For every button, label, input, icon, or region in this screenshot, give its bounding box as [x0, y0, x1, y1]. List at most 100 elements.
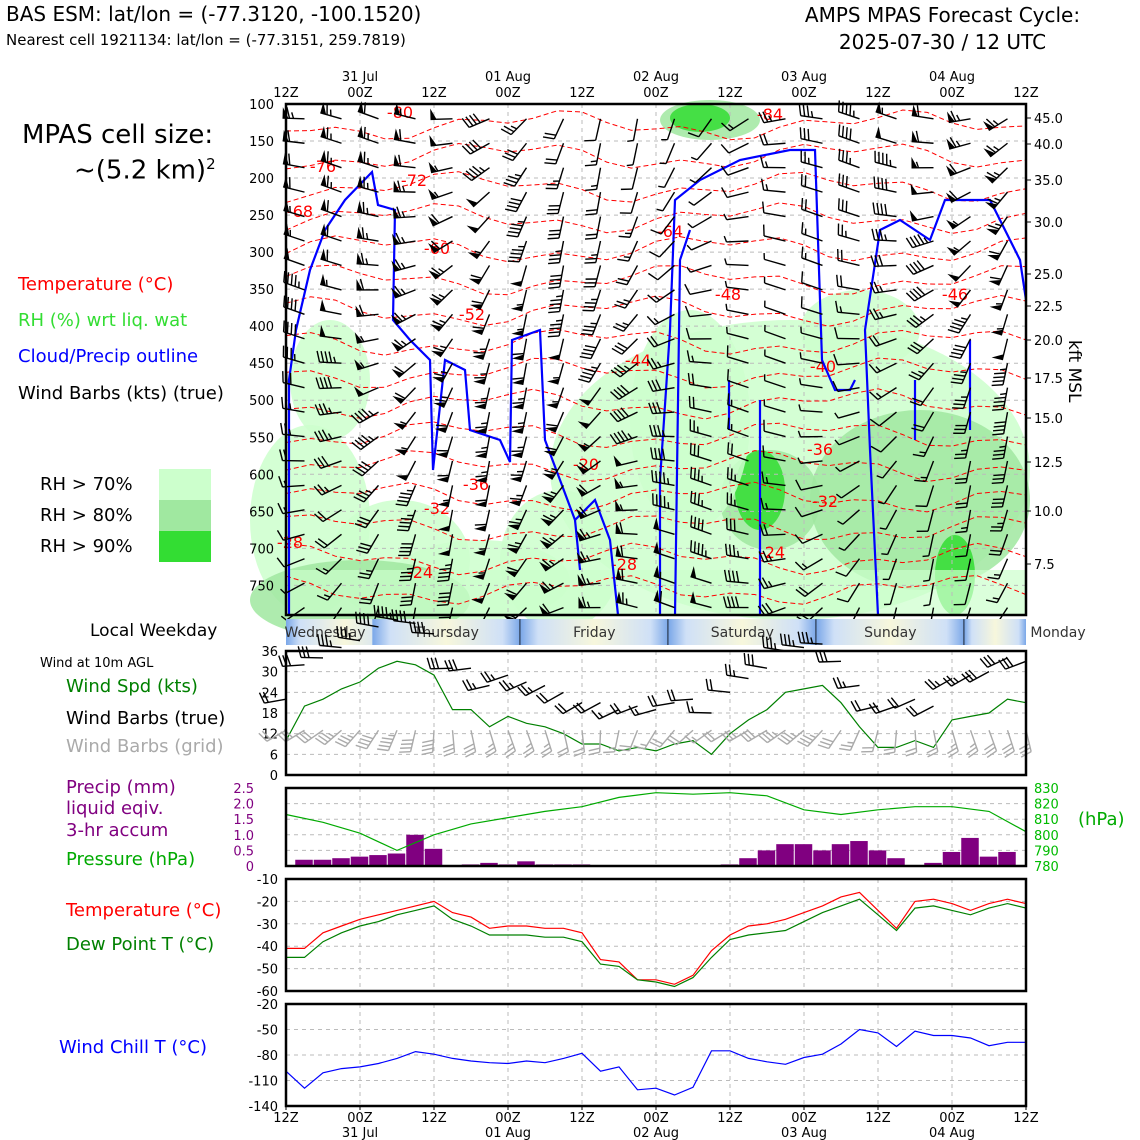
barb-flag [320, 223, 327, 236]
barb-full [647, 695, 654, 707]
barb-flag [473, 549, 486, 556]
top-date-label: 31 Jul [342, 70, 378, 85]
barb-full [693, 492, 697, 504]
barb-half [328, 407, 333, 414]
temperature-line [286, 891, 1027, 985]
upper-wind-barb [725, 517, 749, 535]
barb-half [798, 378, 802, 385]
barb-half [736, 550, 740, 558]
barb-flag [320, 150, 327, 163]
barb-full [585, 213, 597, 216]
upper-wind-barb [473, 534, 491, 556]
barb-half [400, 288, 406, 295]
precip-bar [313, 859, 332, 866]
upper-wind-barb [987, 558, 1009, 580]
barb-full [299, 732, 309, 742]
barb-half [597, 712, 604, 718]
barb-flag [319, 325, 326, 337]
barb-staff [518, 485, 528, 507]
temperature-contour-label: -44 [625, 351, 651, 370]
barb-staff [842, 509, 860, 525]
barb-full [948, 750, 959, 758]
chill-y-tick-label: -110 [248, 1075, 278, 1090]
bottom-date-label: 31 Jul [342, 1126, 378, 1140]
upper-wind-barb [576, 551, 601, 564]
barb-half [956, 114, 961, 121]
barb-full [907, 347, 918, 355]
barb-full [580, 551, 587, 562]
upper-wind-barb [313, 484, 342, 496]
barb-flag [538, 583, 550, 594]
barb-full [357, 519, 369, 526]
barb-half [915, 161, 920, 169]
upper-wind-barb [883, 582, 898, 606]
weekday-label: Friday [573, 625, 615, 641]
barb-full [548, 331, 561, 334]
precip-bar [924, 862, 942, 866]
upper-wind-barb [955, 509, 972, 534]
barb-full [437, 575, 450, 579]
barb-staff [911, 215, 934, 222]
temp-y-tick-label: -20 [257, 895, 278, 910]
barb-full [986, 750, 997, 759]
barb-full [868, 336, 877, 347]
precip-bar [998, 851, 1016, 866]
barb-full [549, 254, 561, 257]
barb-flag [437, 525, 450, 532]
barb-full [504, 746, 515, 755]
barb-full [279, 449, 284, 461]
barb-flag [578, 399, 592, 406]
barb-full [647, 294, 657, 303]
barb-full [799, 127, 802, 139]
barb-full [360, 598, 373, 601]
barb-full [841, 125, 845, 138]
barb-half [490, 674, 496, 681]
barb-full [815, 650, 820, 663]
barb-staff [801, 307, 823, 315]
barb-half [401, 236, 406, 244]
barb-half [661, 430, 666, 437]
bottom-time-tick-label: 12Z [1013, 1111, 1039, 1126]
barb-staff [631, 167, 639, 190]
wind-barb-true [815, 650, 842, 663]
upper-wind-barb [835, 484, 860, 499]
barb-full [315, 567, 327, 575]
wind-barb-grid [314, 729, 342, 746]
weekday-panel: Wednesday Thursday Friday Saturday Sunday Mon… [284, 619, 1086, 645]
barb-half [923, 237, 929, 244]
barb-flag [319, 299, 326, 312]
upper-wind-barb [474, 436, 491, 459]
barb-half [438, 268, 445, 273]
barb-full [381, 737, 394, 741]
barb-full [317, 511, 327, 520]
upper-wind-barb [627, 118, 639, 143]
barb-half [764, 161, 769, 168]
barb-half [525, 742, 532, 748]
barb-full [357, 437, 368, 446]
wind-barb-true [462, 679, 490, 692]
barb-flag [357, 150, 364, 163]
wind-barb-grid [861, 730, 879, 753]
wind-barb-true [998, 656, 1027, 670]
barb-half [400, 421, 407, 425]
barb-full [912, 288, 922, 298]
barb-flag [474, 452, 487, 459]
upper-wind-barb [577, 573, 601, 586]
chart-title-left: BAS ESM: lat/lon = (-77.3120, -100.1520) [6, 2, 422, 26]
barb-full [520, 684, 530, 695]
barb-full [720, 143, 730, 154]
barb-full [994, 421, 1006, 424]
barb-full [649, 741, 661, 748]
barb-flag [357, 175, 364, 188]
barb-half [445, 563, 452, 567]
barb-flag [356, 252, 363, 265]
barb-flag [437, 550, 450, 556]
upper-wind-barb [437, 509, 454, 532]
upper-wind-barb [314, 533, 342, 549]
upper-wind-barb [548, 289, 565, 314]
upper-wind-barb [687, 372, 712, 389]
barb-half [439, 319, 446, 324]
upper-wind-barb [471, 314, 491, 336]
barb-full [832, 380, 839, 392]
upper-wind-barb [797, 457, 823, 465]
